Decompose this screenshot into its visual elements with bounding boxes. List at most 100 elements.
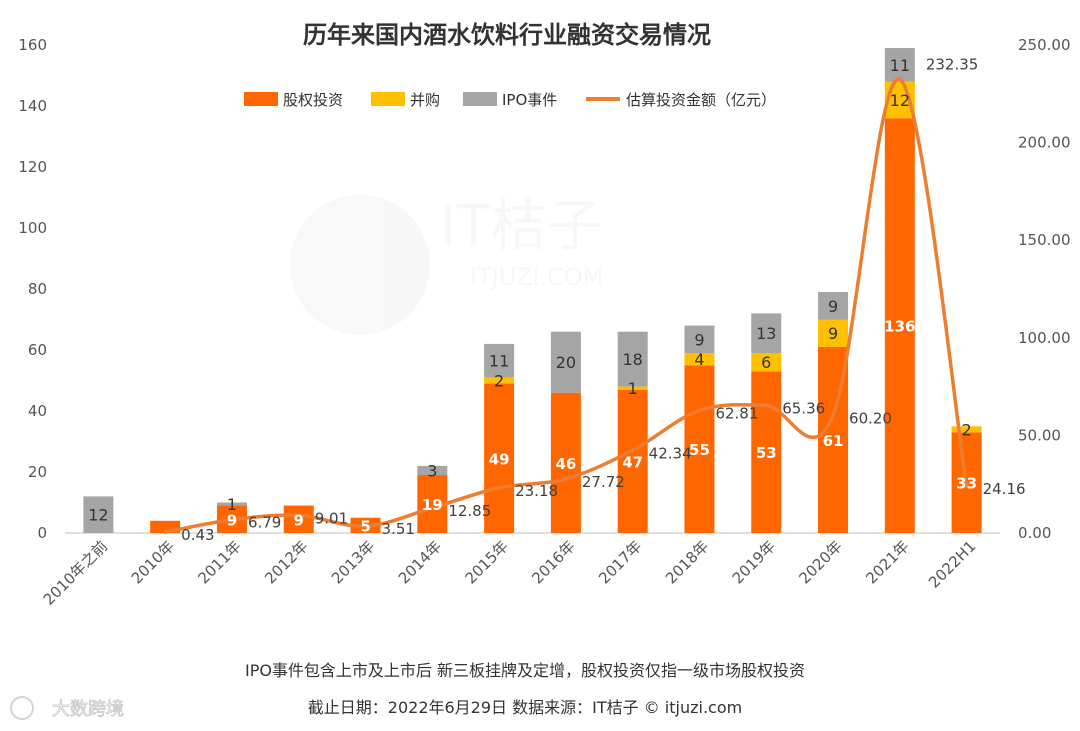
bar-equity bbox=[484, 383, 515, 533]
watermark-logo-text: IT桔子 bbox=[440, 194, 603, 259]
y-right-tick-label: 100.00 bbox=[1018, 329, 1071, 347]
line-value-label: 27.72 bbox=[582, 473, 625, 491]
line-value-label: 0.43 bbox=[181, 526, 214, 544]
y-left-tick-label: 0 bbox=[37, 524, 47, 542]
bar-equity bbox=[283, 505, 314, 533]
bar-equity bbox=[617, 389, 648, 533]
bar-ipo bbox=[684, 325, 715, 354]
line-value-label: 9.01 bbox=[315, 509, 348, 527]
bar-value-label: 9 bbox=[828, 324, 838, 343]
y-right-tick-label: 150.00 bbox=[1018, 231, 1071, 249]
line-value-label: 3.51 bbox=[382, 520, 415, 538]
bars bbox=[83, 48, 982, 533]
line-value-label: 65.36 bbox=[782, 399, 825, 417]
bar-value-label: 1 bbox=[628, 379, 638, 398]
line-value-label: 232.35 bbox=[926, 55, 979, 73]
bar-value-label: 3 bbox=[427, 461, 437, 480]
bar-ma bbox=[951, 426, 982, 433]
bar-value-label: 9 bbox=[227, 511, 237, 529]
bar-value-label: 9 bbox=[294, 511, 304, 529]
line-value-label: 60.20 bbox=[849, 409, 892, 427]
line-value-label: 23.18 bbox=[515, 482, 558, 500]
data-labels: 12 919 51934921146204711855495361361991361… bbox=[88, 55, 1025, 544]
bar-ipo bbox=[484, 343, 515, 378]
legend-label-ipo: IPO事件 bbox=[502, 91, 557, 109]
legend-label-ma: 并购 bbox=[410, 91, 440, 109]
corner-logo-icon bbox=[10, 696, 34, 720]
bar-value-label: 1 bbox=[227, 495, 237, 514]
bar-value-label: 13 bbox=[756, 324, 776, 343]
investment-amount-line bbox=[163, 77, 969, 534]
bar-value-label: 18 bbox=[622, 350, 642, 369]
bar-value-label: 49 bbox=[489, 450, 510, 468]
y-left-tick-label: 100 bbox=[18, 219, 47, 237]
y-left-tick-label: 40 bbox=[28, 402, 47, 420]
chart-title: 历年来国内酒水饮料行业融资交易情况 bbox=[303, 21, 711, 49]
y-right-tick-label: 200.00 bbox=[1018, 134, 1071, 152]
legend-label-line: 估算投资金额（亿元） bbox=[626, 91, 776, 109]
line-value-label: 6.79 bbox=[248, 514, 281, 532]
bar-value-label: 11 bbox=[489, 352, 509, 371]
bar-ma bbox=[751, 353, 782, 372]
line-value-label: 12.85 bbox=[448, 502, 491, 520]
bar-value-label: 11 bbox=[890, 56, 910, 75]
line-series bbox=[163, 77, 969, 534]
bar-equity bbox=[550, 392, 581, 533]
bar-ipo bbox=[751, 313, 782, 354]
bar-value-label: 9 bbox=[694, 330, 704, 349]
bar-value-label: 46 bbox=[555, 455, 576, 473]
bar-value-label: 6 bbox=[761, 353, 771, 372]
bar-ipo bbox=[417, 465, 448, 476]
bar-value-label: 33 bbox=[956, 475, 977, 493]
bar-value-label: 12 bbox=[88, 506, 108, 525]
bar-ma bbox=[484, 377, 515, 384]
corner-watermark-text: 大数跨境 bbox=[52, 699, 124, 720]
bar-ipo bbox=[617, 331, 648, 387]
bar-value-label: 20 bbox=[556, 353, 576, 372]
bar-value-label: 19 bbox=[422, 496, 443, 514]
bar-ipo bbox=[216, 502, 247, 506]
itjuzi-watermark: IT桔子 ITJUZI.COM bbox=[290, 194, 603, 335]
bar-value-label: 4 bbox=[694, 350, 704, 369]
corner-watermark: 大数跨境 bbox=[10, 696, 124, 720]
bar-ipo bbox=[884, 48, 915, 82]
watermark-logo-subtext: ITJUZI.COM bbox=[470, 263, 603, 291]
bar-value-label: 136 bbox=[884, 318, 915, 336]
bar-value-label: 55 bbox=[689, 441, 710, 459]
y-left-tick-label: 60 bbox=[28, 341, 47, 359]
footnote-source: 截止日期：2022年6月29日 数据来源：IT桔子 © itjuzi.com bbox=[308, 698, 742, 717]
legend: 股权投资 并购 IPO事件 估算投资金额（亿元） bbox=[244, 91, 776, 109]
bar-value-label: 53 bbox=[756, 444, 777, 462]
y-left-tick-label: 80 bbox=[28, 280, 47, 298]
line-value-label: 62.81 bbox=[715, 404, 758, 422]
bar-ipo bbox=[83, 496, 114, 533]
bar-equity bbox=[684, 365, 715, 533]
y-right-tick-label: 250.00 bbox=[1018, 36, 1071, 54]
y-left-tick-label: 160 bbox=[18, 36, 47, 54]
line-value-label: 42.34 bbox=[649, 444, 692, 462]
bar-equity bbox=[751, 371, 782, 533]
y-right-tick-label: 0.00 bbox=[1018, 524, 1051, 542]
bar-ma bbox=[617, 386, 648, 390]
legend-swatch-ma bbox=[371, 92, 405, 106]
bar-ipo bbox=[550, 331, 581, 393]
bar-value-label: 12 bbox=[890, 91, 910, 110]
legend-label-equity: 股权投资 bbox=[283, 91, 343, 109]
y-left-tick-label: 140 bbox=[18, 97, 47, 115]
bar-equity bbox=[884, 118, 915, 533]
legend-swatch-ipo bbox=[463, 92, 497, 106]
footnote-scope: IPO事件包含上市及上市后 新三板挂牌及定增，股权投资仅指一级市场股权投资 bbox=[245, 661, 805, 680]
y-left-tick-label: 120 bbox=[18, 158, 47, 176]
bar-ipo bbox=[818, 292, 849, 320]
line-value-label: 24.16 bbox=[983, 480, 1026, 498]
bar-value-label: 9 bbox=[828, 297, 838, 316]
bar-value-label: 2 bbox=[962, 420, 972, 439]
bar-value-label: 2 bbox=[494, 372, 504, 391]
bar-value-label: 5 bbox=[360, 517, 370, 535]
bar-ma bbox=[684, 353, 715, 366]
bar-ma bbox=[818, 319, 849, 347]
y-right-tick-label: 50.00 bbox=[1018, 426, 1061, 444]
bar-value-label: 61 bbox=[823, 432, 844, 450]
